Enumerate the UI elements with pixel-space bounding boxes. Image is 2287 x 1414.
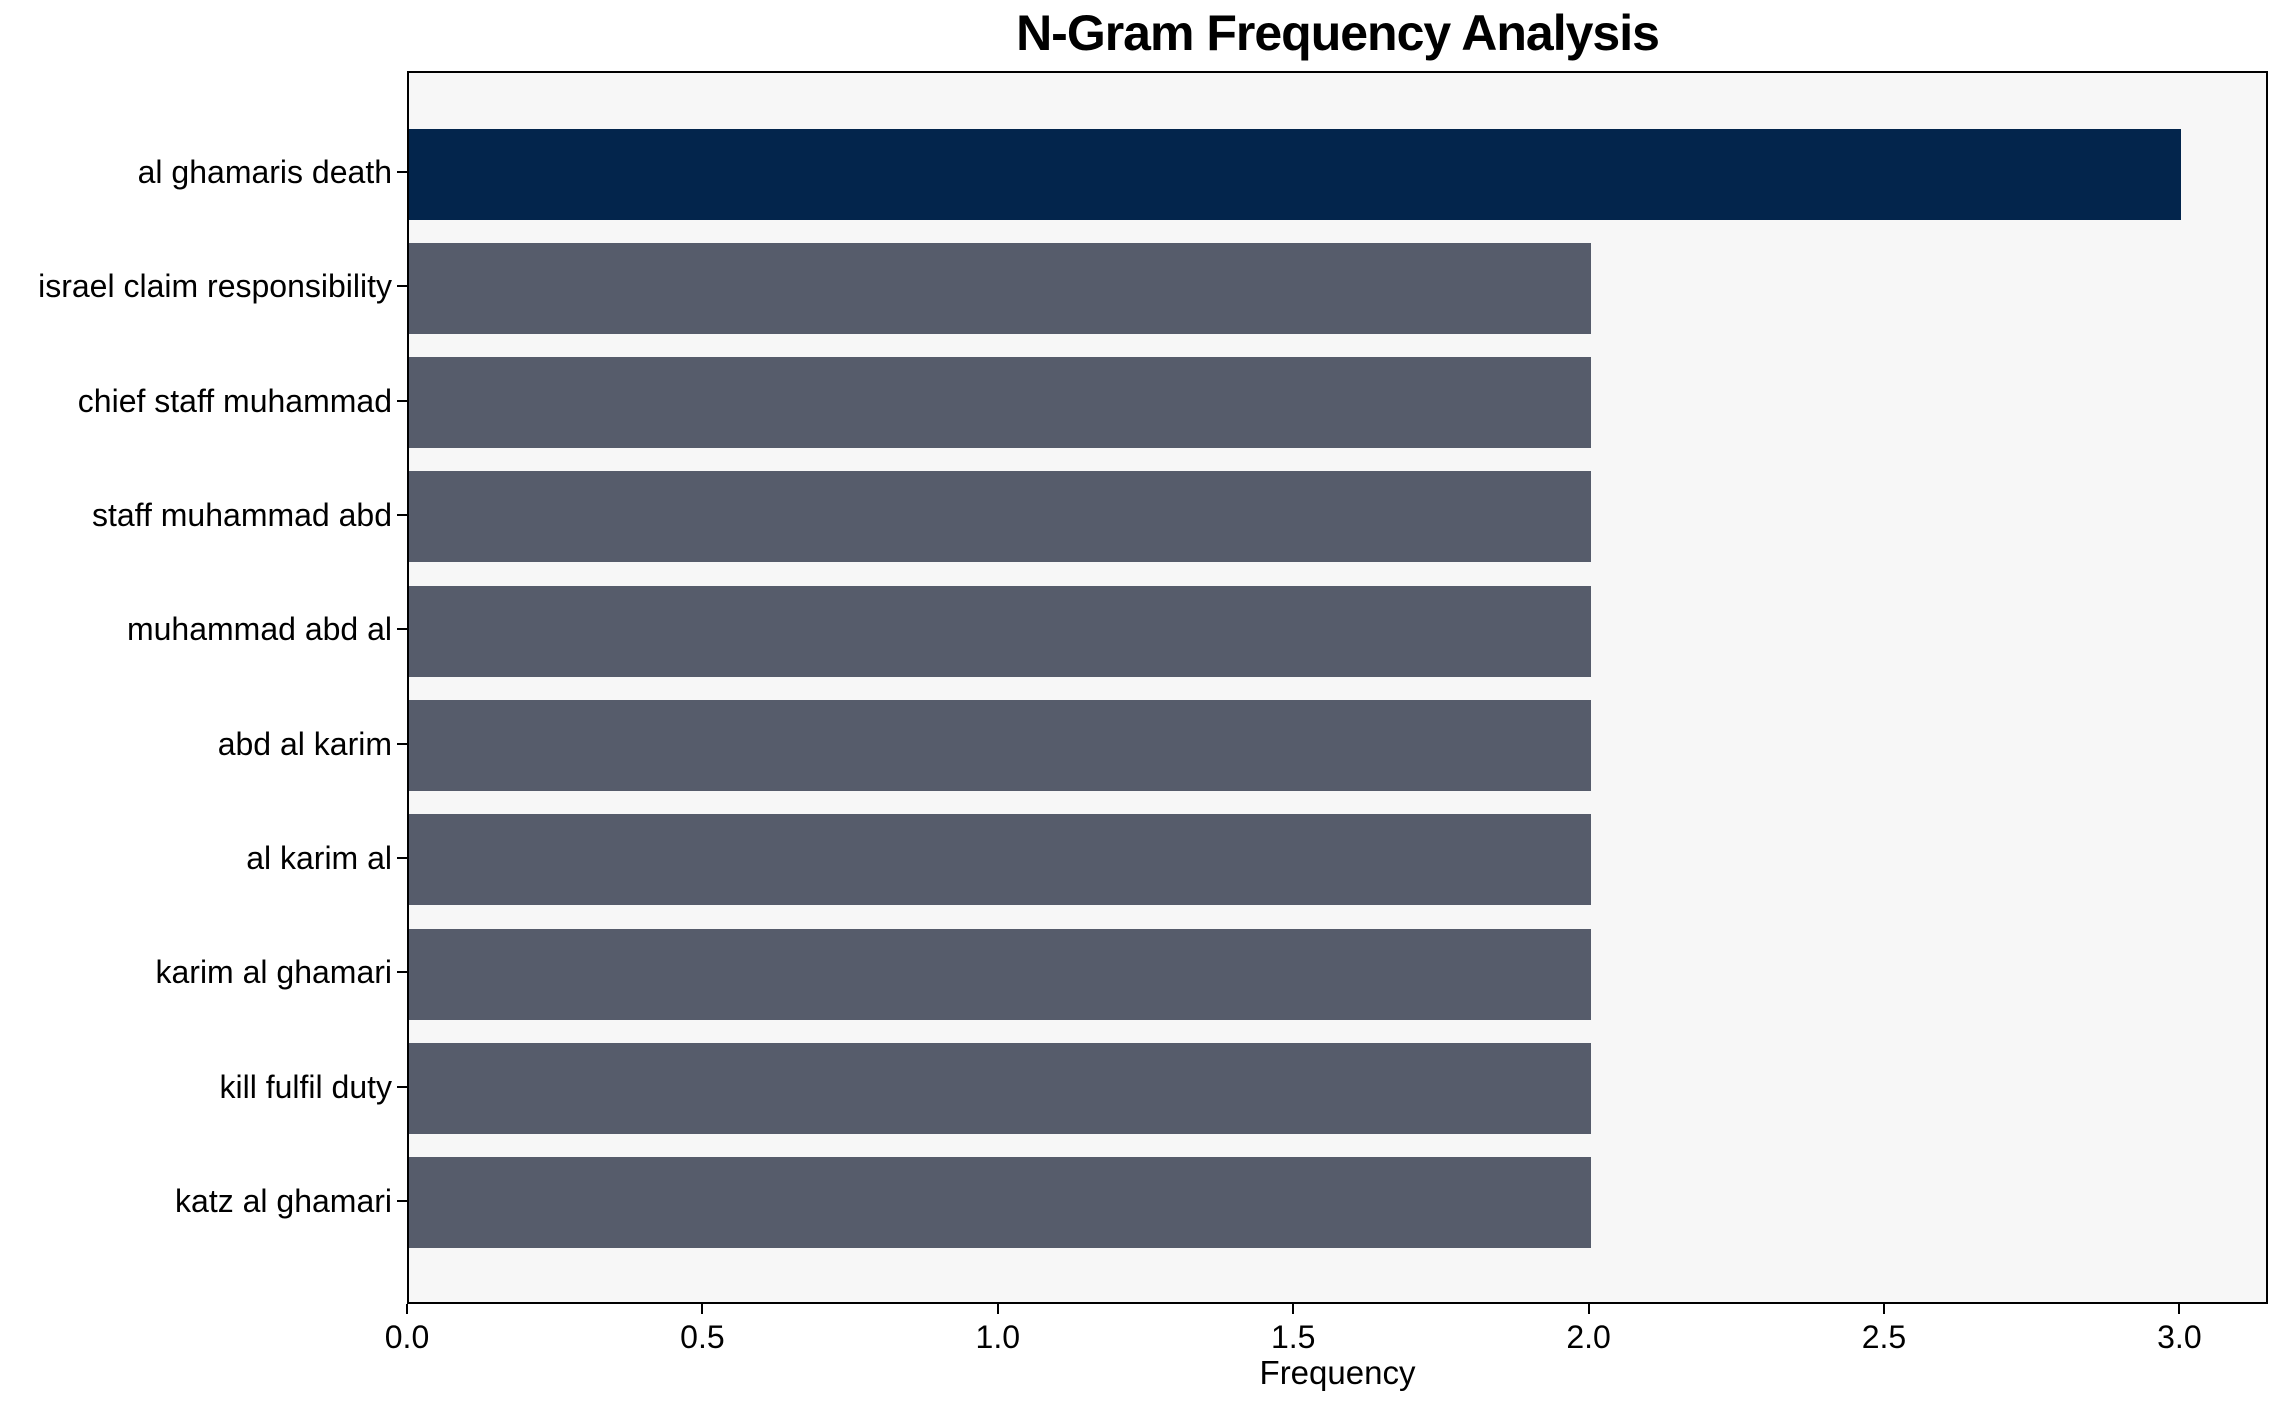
bar (409, 814, 1591, 906)
y-tick (397, 971, 407, 974)
category-label: muhammad abd al (126, 611, 392, 648)
category-label: chief staff muhammad (77, 382, 392, 419)
x-axis-label: Frequency (1259, 1354, 1416, 1391)
x-tick (1882, 1304, 1885, 1314)
y-tick (397, 1199, 407, 1202)
bar (409, 357, 1591, 449)
category-label: kill fulfil duty (219, 1068, 393, 1105)
x-tick-label: 0.5 (680, 1319, 725, 1355)
x-tick (1292, 1304, 1295, 1314)
y-tick (397, 171, 407, 173)
y-tick (397, 742, 407, 745)
bar (409, 471, 1591, 563)
category-label: staff muhammad abd (91, 496, 392, 533)
x-tick-label: 1.0 (975, 1319, 1021, 1355)
x-tick (1587, 1304, 1590, 1314)
bar (409, 1157, 1591, 1249)
bar (409, 128, 2181, 220)
category-label: al ghamaris death (137, 154, 392, 190)
y-tick (397, 399, 407, 402)
x-tick (996, 1304, 999, 1314)
y-tick (397, 1085, 407, 1088)
x-tick-label: 2.0 (1566, 1319, 1611, 1355)
bar (409, 700, 1591, 792)
bar (409, 1043, 1591, 1135)
chart-title: N-Gram Frequency Analysis (1016, 5, 1660, 61)
category-label: katz al ghamari (175, 1182, 392, 1219)
y-tick (397, 856, 407, 859)
x-tick (701, 1304, 704, 1314)
y-tick (397, 285, 407, 288)
bar (409, 928, 1591, 1020)
category-label: karim al ghamari (155, 954, 392, 991)
plot-area (407, 71, 2268, 1304)
x-tick-label: 3.0 (2157, 1319, 2202, 1355)
x-tick-label: 1.5 (1270, 1319, 1316, 1355)
category-label: israel claim responsibility (38, 268, 392, 305)
category-label: al karim al (246, 839, 392, 876)
bar (409, 585, 1591, 677)
x-tick (2178, 1304, 2181, 1314)
x-tick (406, 1304, 408, 1314)
x-tick-label: 2.5 (1861, 1319, 1907, 1355)
bar (409, 242, 1591, 334)
y-tick (397, 628, 407, 631)
y-tick (397, 513, 407, 516)
category-label: abd al karim (217, 725, 392, 762)
x-tick-label: 0.0 (384, 1319, 430, 1355)
